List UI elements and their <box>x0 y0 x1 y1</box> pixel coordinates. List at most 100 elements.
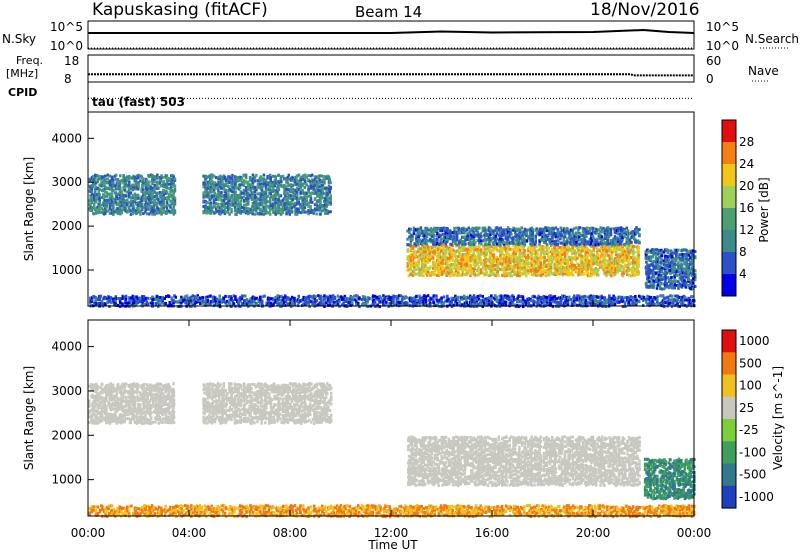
range-gate-cell <box>167 186 171 190</box>
range-gate-cell <box>301 188 304 192</box>
range-gate-cell <box>422 247 426 251</box>
range-gate-cell <box>632 248 635 252</box>
range-gate-cell <box>564 262 567 266</box>
range-gate-cell <box>450 270 454 274</box>
range-gate-cell <box>123 199 127 203</box>
range-gate-cell <box>145 203 149 207</box>
range-gate-cell <box>264 180 268 184</box>
range-gate-cell <box>590 239 594 243</box>
range-gate-cell <box>465 247 469 251</box>
range-gate-cell <box>254 297 257 301</box>
range-gate-cell <box>173 198 177 202</box>
range-gate-cell <box>608 270 611 274</box>
range-gate-cell <box>323 297 326 301</box>
range-gate-cell <box>426 254 430 258</box>
range-gate-cell <box>247 186 250 190</box>
range-gate-cell <box>247 202 250 206</box>
range-gate-cell <box>472 270 475 274</box>
range-gate-cell <box>171 189 174 193</box>
range-gate-cell <box>546 258 549 262</box>
range-gate-cell <box>236 298 239 302</box>
range-gate-cell <box>491 248 495 252</box>
range-gate-cell <box>461 270 465 274</box>
range-gate-cell <box>382 294 385 298</box>
range-gate-cell <box>209 302 212 306</box>
range-gate-cell <box>509 265 512 268</box>
range-gate-cell <box>469 249 473 253</box>
range-gate-cell <box>147 187 150 190</box>
range-gate-cell <box>542 230 546 234</box>
range-gate-cell <box>420 242 424 246</box>
range-gate-cell <box>636 267 639 271</box>
range-gate-cell <box>132 183 135 187</box>
range-gate-cell <box>156 295 159 299</box>
range-gate-cell <box>245 298 249 301</box>
range-gate-cell <box>162 180 165 184</box>
range-gate-cell <box>89 209 92 212</box>
range-gate-cell <box>108 198 112 202</box>
range-gate-cell <box>157 201 160 205</box>
range-gate-cell <box>536 232 539 236</box>
range-gate-cell <box>227 207 230 211</box>
range-gate-cell <box>137 209 140 213</box>
range-gate-cell <box>139 210 142 214</box>
range-gate-cell <box>396 298 400 302</box>
range-gate-cell <box>142 181 145 185</box>
range-gate-cell <box>450 242 453 246</box>
range-gate-cell <box>222 299 226 303</box>
range-gate-cell <box>518 268 522 272</box>
range-gate-cell <box>289 202 293 206</box>
range-gate-cell <box>590 242 593 246</box>
range-gate-cell <box>311 302 314 306</box>
range-gate-cell <box>489 240 492 244</box>
range-gate-cell <box>295 299 298 303</box>
range-gate-cell <box>547 270 551 274</box>
range-gate-cell <box>206 209 210 212</box>
range-gate-cell <box>551 249 554 253</box>
range-gate-cell <box>424 228 428 232</box>
range-gate-cell <box>228 199 231 203</box>
range-gate-cell <box>476 262 479 266</box>
range-gate-cell <box>460 262 463 266</box>
range-gate-cell <box>240 196 244 200</box>
range-gate-cell <box>569 265 572 268</box>
range-gate-cell <box>598 265 602 269</box>
range-gate-cell <box>224 193 228 197</box>
range-gate-cell <box>302 298 305 302</box>
range-gate-cell <box>288 201 291 204</box>
range-gate-cell <box>247 207 250 211</box>
range-gate-cell <box>237 178 241 182</box>
range-gate-cell <box>159 298 162 302</box>
range-gate-cell <box>392 300 395 304</box>
range-gate-cell <box>549 237 552 241</box>
range-gate-cell <box>436 227 439 231</box>
range-gate-cell <box>320 174 323 178</box>
range-gate-cell <box>108 202 112 206</box>
range-gate-cell <box>95 302 98 306</box>
range-gate-cell <box>255 199 258 203</box>
range-gate-cell <box>464 257 467 261</box>
range-gate-cell <box>217 189 220 193</box>
range-gate-cell <box>547 238 550 241</box>
range-gate-cell <box>425 226 429 230</box>
range-gate-cell <box>415 236 418 240</box>
range-gate-cell <box>105 194 108 198</box>
range-gate-cell <box>590 232 594 236</box>
range-gate-cell <box>134 209 138 213</box>
range-gate-cell <box>525 274 528 278</box>
range-gate-cell <box>536 256 539 260</box>
range-gate-cell <box>110 178 114 182</box>
range-gate-cell <box>525 231 529 235</box>
range-gate-cell <box>426 258 430 261</box>
range-gate-cell <box>287 297 291 301</box>
range-gate-cell <box>622 257 625 261</box>
range-gate-cell <box>112 204 115 208</box>
range-gate-cell <box>476 250 479 254</box>
range-gate-cell <box>228 196 231 200</box>
range-gate-cell <box>435 273 439 277</box>
range-gate-cell <box>525 270 528 274</box>
range-gate-cell <box>304 199 307 203</box>
range-gate-cell <box>262 209 266 213</box>
range-gate-cell <box>167 176 171 180</box>
range-gate-cell <box>607 253 610 257</box>
